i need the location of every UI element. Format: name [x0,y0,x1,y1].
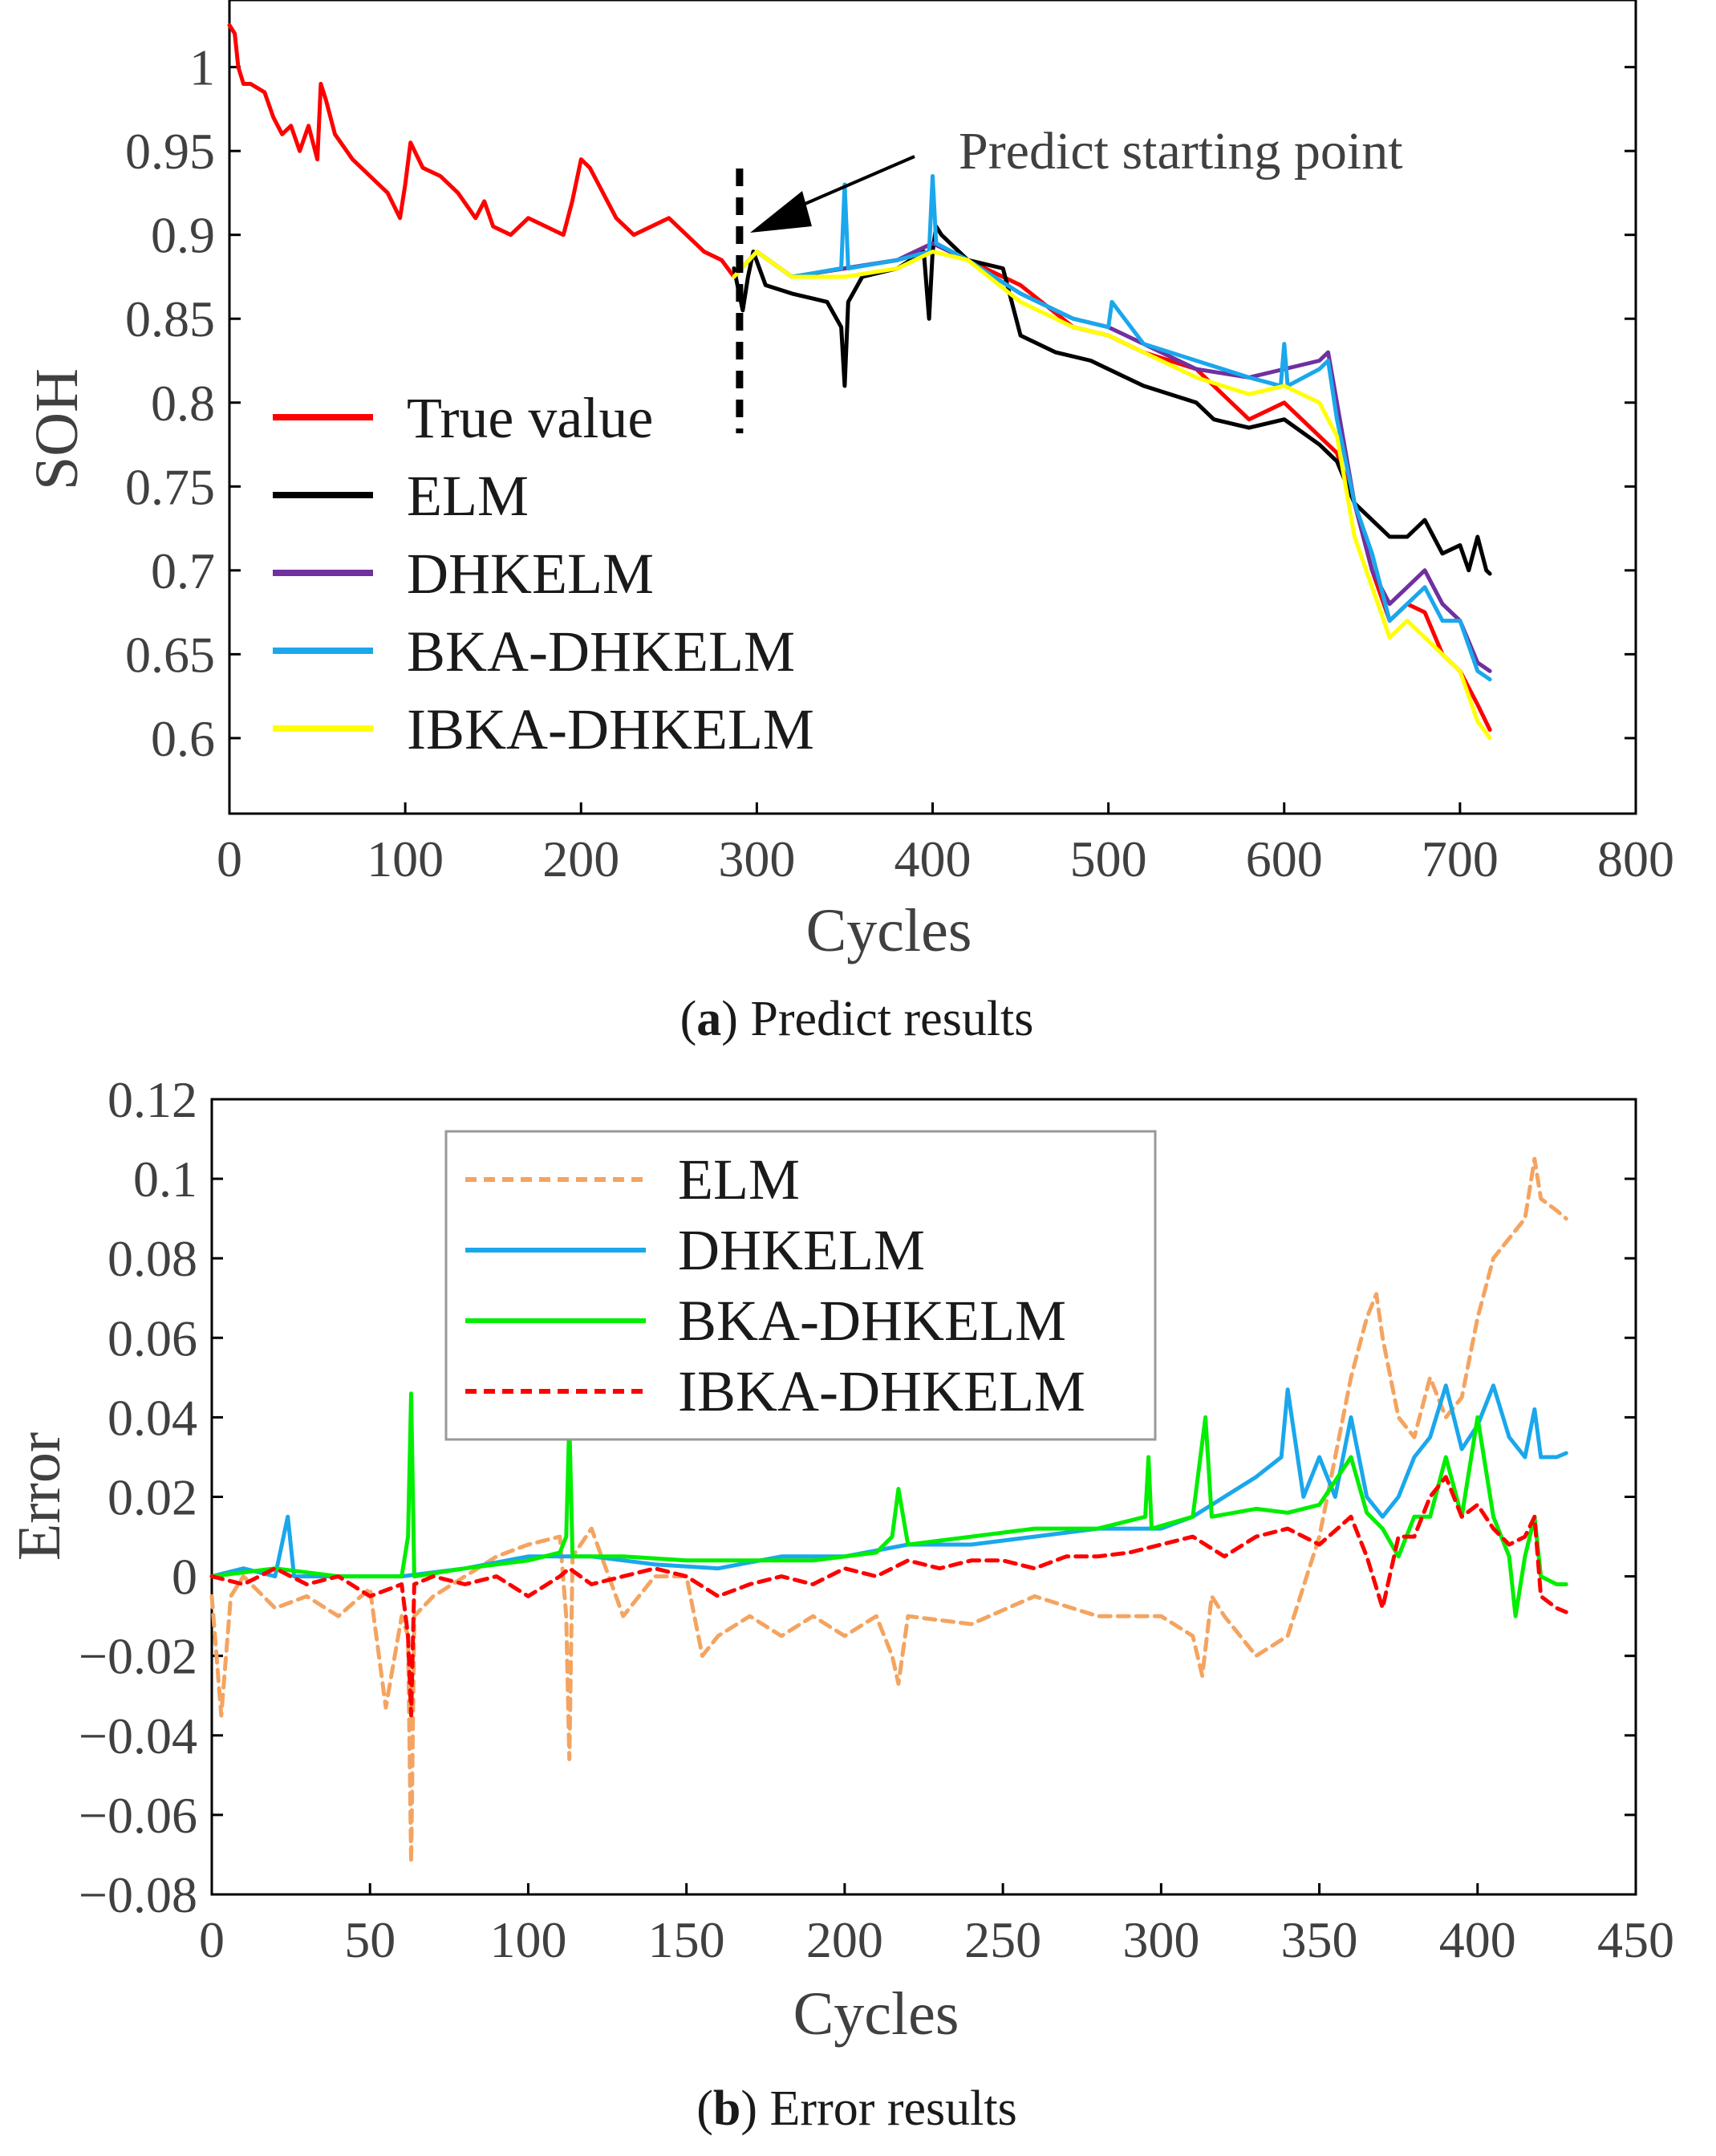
y-tick-label-a: 0.8 [151,375,215,432]
legend-box-b [444,1130,1157,1441]
x-axis-label-b: Cycles [793,1980,959,2048]
legend-label-b: BKA-DHKELM [678,1289,1066,1353]
y-tick-label-b: 0.04 [108,1389,197,1446]
y-tick-label-b: −0.06 [79,1787,197,1844]
x-tick-label-a: 100 [367,830,444,887]
caption-b-text: Error results [757,2081,1017,2136]
legend-label-b: DHKELM [678,1218,925,1282]
y-tick-label-a: 0.85 [125,290,215,347]
caption-b-letter: b [713,2081,740,2136]
series-line-a-bka-dhkelm [732,174,1492,682]
x-tick-label-a: 0 [217,830,242,887]
y-tick-label-a: 0.7 [151,542,215,599]
x-axis-label-a: Cycles [806,897,972,964]
y-tick-label-a: 0.6 [151,710,215,767]
x-tick-label-b: 50 [344,1911,396,1968]
y-tick-label-a: 0.65 [125,626,215,683]
caption-a-letter: a [696,992,721,1046]
legend-label-a: BKA-DHKELM [407,619,795,684]
x-tick-label-b: 200 [806,1911,883,1968]
annotation-predict-start: Predict starting point [959,122,1403,181]
chart-panel-a: 0 100 200 300 400 500 600 700 800 0.6 0.65 0.7 0.75 0… [23,0,1674,1046]
legend-label-b: ELM [678,1147,800,1212]
y-axis-label-a: SOH [23,368,91,490]
x-tick-label-b: 450 [1597,1911,1674,1968]
y-tick-label-b: −0.04 [79,1707,197,1764]
y-tick-label-b: 0.12 [108,1071,197,1128]
x-tick-label-b: 0 [199,1911,225,1968]
x-tick-label-a: 400 [895,830,972,887]
series-line-b-bka-dhkelm [209,1391,1568,1618]
y-tick-label-b: −0.08 [79,1866,197,1923]
y-tick-label-b: 0.02 [108,1469,197,1526]
series-line-a-ibka-dhkelm [732,250,1492,741]
series-line-a-true-value [227,22,1492,732]
x-tick-label-a: 300 [718,830,795,887]
caption-b: (b) Error results [696,2081,1016,2136]
y-tick-label-b: 0.06 [108,1309,197,1366]
x-tick-label-b: 250 [964,1911,1041,1968]
legend-label-a: ELM [407,464,529,528]
x-tick-label-b: 350 [1281,1911,1358,1968]
caption-a: (a) Predict results [680,992,1034,1046]
legend-label-a: DHKELM [407,542,654,606]
y-tick-label-a: 1 [189,39,215,96]
x-tick-label-a: 700 [1422,830,1499,887]
y-tick-label-a: 0.9 [151,207,215,264]
x-tick-label-b: 400 [1439,1911,1516,1968]
x-tick-label-b: 100 [489,1911,566,1968]
chart-panel-b: 0 50 100 150 200 250 300 350 400 450 −0.08 −0.06 −0.… [6,1071,1674,2136]
caption-a-text: Predict results [738,992,1034,1046]
legend-label-b: IBKA-DHKELM [678,1359,1085,1423]
y-tick-label-a: 0.75 [125,458,215,515]
y-axis-label-b: Error [6,1432,73,1561]
x-tick-label-a: 500 [1070,830,1147,887]
x-tick-label-b: 300 [1122,1911,1199,1968]
legend-label-a: True value [407,386,653,450]
y-tick-label-b: −0.02 [79,1628,197,1685]
annotation-arrowhead [750,191,812,233]
series-line-b-ibka-dhkelm [209,1475,1568,1718]
y-tick-label-b: 0.08 [108,1230,197,1287]
annotation-arrow [789,155,915,212]
y-tick-label-b: 0 [172,1549,197,1606]
series-group-b [209,1156,1568,1865]
x-tick-label-b: 150 [648,1911,725,1968]
series-group-a [227,22,1492,741]
y-tick-label-a: 0.95 [125,123,215,180]
legend-label-a: IBKA-DHKELM [407,697,814,761]
x-tick-label-a: 200 [542,830,619,887]
x-tick-label-a: 600 [1246,830,1323,887]
y-tick-label-b: 0.1 [133,1151,197,1208]
legend-a: True value ELM DHKELM BKA-DHKELM IBKA-DHKELM [273,386,814,761]
series-line-a-elm [732,224,1492,576]
x-tick-label-a: 800 [1597,830,1674,887]
